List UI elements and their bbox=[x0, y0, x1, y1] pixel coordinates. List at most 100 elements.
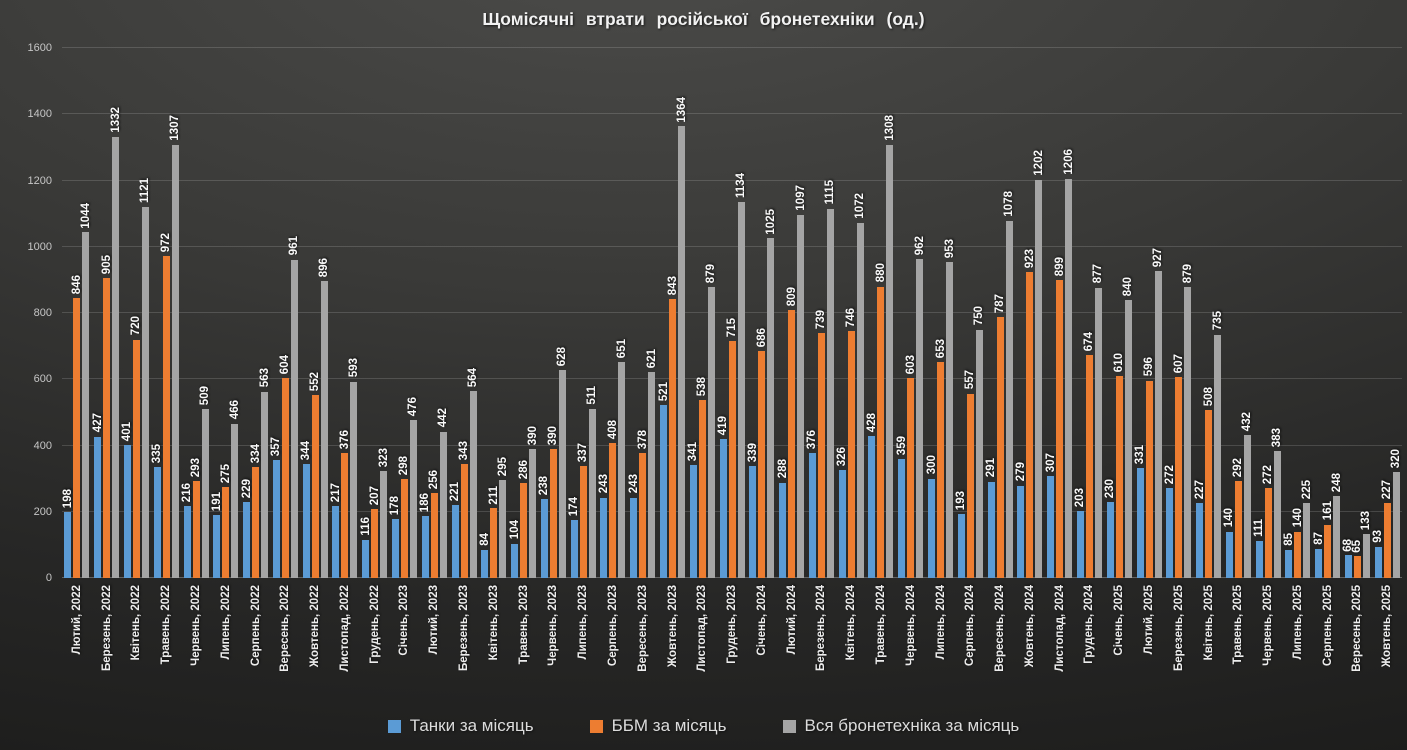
bar: 610 bbox=[1113, 353, 1125, 578]
bar: 511 bbox=[586, 386, 598, 578]
bar: 193 bbox=[955, 491, 967, 578]
y-tick-label: 400 bbox=[33, 439, 52, 452]
bar-value-label: 563 bbox=[258, 368, 271, 388]
bar: 116 bbox=[360, 517, 372, 578]
bar: 466 bbox=[229, 400, 241, 578]
bar: 248 bbox=[1331, 473, 1343, 578]
bar-value-label: 593 bbox=[347, 358, 360, 378]
x-axis-label: Травень, 2022 bbox=[160, 585, 173, 665]
bar: 1308 bbox=[884, 115, 896, 578]
bar: 288 bbox=[777, 459, 789, 578]
bar-group: 116 207 323 Грудень, 2022 bbox=[360, 48, 390, 664]
bar-group: 427 905 1332 Березень, 2022 bbox=[92, 48, 122, 671]
bar: 538 bbox=[696, 377, 708, 578]
bar: 442 bbox=[437, 408, 449, 578]
bar: 140 bbox=[1292, 508, 1304, 578]
bar: 787 bbox=[994, 294, 1006, 578]
bar-value-label: 1308 bbox=[883, 115, 896, 141]
x-axis-label: Жовтень, 2022 bbox=[309, 585, 322, 668]
bar: 376 bbox=[339, 430, 351, 578]
bar-value-label: 564 bbox=[467, 368, 480, 388]
bar-group: 87 161 248 Серпень, 2025 bbox=[1313, 48, 1343, 666]
plot-area: 0 200 400 600 800 1000 1200 1400 1600 198 846 1044… bbox=[28, 42, 1403, 672]
bar-group: 357 604 961 Вересень, 2022 bbox=[270, 48, 300, 671]
x-axis-label: Липень, 2022 bbox=[219, 585, 232, 660]
legend-item: ББМ за місяць bbox=[589, 716, 727, 736]
bar: 68 bbox=[1342, 539, 1354, 578]
bar: 227 bbox=[1381, 480, 1393, 578]
bar: 596 bbox=[1143, 357, 1155, 578]
bar-value-label: 961 bbox=[288, 236, 301, 256]
bar-group: 238 390 628 Червень, 2023 bbox=[538, 48, 568, 666]
bar-group: 331 596 927 Лютий, 2025 bbox=[1134, 48, 1164, 655]
x-axis-label: Жовтень, 2025 bbox=[1381, 585, 1394, 668]
bar: 191 bbox=[211, 492, 223, 578]
bar-value-label: 1121 bbox=[139, 177, 152, 203]
x-axis-label: Травень, 2023 bbox=[517, 585, 530, 665]
bar: 508 bbox=[1203, 387, 1215, 578]
bar: 298 bbox=[398, 456, 410, 578]
bar: 961 bbox=[288, 236, 300, 578]
bar: 207 bbox=[369, 486, 381, 578]
bar-group: 300 653 953 Липень, 2024 bbox=[926, 48, 956, 659]
bar: 428 bbox=[866, 413, 878, 578]
bar: 221 bbox=[449, 482, 461, 578]
x-axis-label: Січень, 2024 bbox=[755, 585, 768, 656]
bar: 331 bbox=[1134, 445, 1146, 578]
bar-group: 217 376 593 Листопад, 2022 bbox=[330, 48, 360, 671]
bar-group: 359 603 962 Червень, 2024 bbox=[896, 48, 926, 666]
x-axis-label: Лютий, 2025 bbox=[1143, 585, 1156, 655]
bar-value-label: 509 bbox=[199, 386, 212, 406]
bar-value-label: 320 bbox=[1390, 448, 1403, 468]
bar: 272 bbox=[1164, 465, 1176, 578]
bar-group: 344 552 896 Жовтень, 2022 bbox=[300, 48, 330, 667]
x-axis-label: Квітень, 2023 bbox=[487, 585, 500, 661]
x-axis-label: Грудень, 2024 bbox=[1083, 585, 1096, 664]
x-axis-label: Лютий, 2022 bbox=[70, 585, 83, 655]
bar: 291 bbox=[985, 458, 997, 578]
bars-container: 198 846 1044 Лютий, 2022 427 905 1332 Березень,… bbox=[62, 48, 1403, 672]
gridline-1000 bbox=[62, 245, 1402, 247]
legend-item: Танки за місяць bbox=[387, 716, 534, 736]
bar: 337 bbox=[577, 443, 589, 578]
bar-value-label: 879 bbox=[1181, 263, 1194, 283]
legend-swatch-icon bbox=[387, 719, 401, 733]
bar-value-label: 1025 bbox=[764, 208, 777, 235]
bar: 292 bbox=[1232, 458, 1244, 578]
bar: 653 bbox=[935, 339, 947, 578]
bar: 846 bbox=[71, 275, 83, 578]
legend-label: Вся бронетехніка за місяць bbox=[804, 716, 1020, 735]
bar: 383 bbox=[1271, 428, 1283, 578]
x-axis-label: Серпень, 2025 bbox=[1321, 585, 1334, 667]
bar: 509 bbox=[199, 386, 211, 578]
x-axis-label: Грудень, 2022 bbox=[368, 585, 381, 664]
bar-group: 203 674 877 Грудень, 2024 bbox=[1074, 48, 1104, 663]
bar: 607 bbox=[1173, 354, 1185, 578]
bar-group: 68 65 133 Вересень, 2025 bbox=[1342, 48, 1372, 672]
bar: 211 bbox=[488, 486, 500, 578]
bar-group: 419 715 1134 Грудень, 2023 bbox=[717, 48, 747, 663]
x-axis-label: Квітень, 2024 bbox=[845, 585, 858, 661]
bar-value-label: 476 bbox=[407, 397, 420, 417]
bar: 905 bbox=[101, 255, 113, 578]
bar: 335 bbox=[151, 444, 163, 578]
x-axis-label: Липень, 2025 bbox=[1291, 585, 1304, 660]
legend-label: Танки за місяць bbox=[409, 716, 534, 735]
bar: 198 bbox=[62, 489, 74, 578]
x-axis-label: Липень, 2023 bbox=[577, 585, 590, 660]
bar-value-label: 840 bbox=[1122, 276, 1135, 296]
bar: 295 bbox=[497, 457, 509, 578]
x-axis-label: Лютий, 2023 bbox=[428, 585, 441, 655]
bar: 401 bbox=[121, 422, 133, 578]
x-axis-label: Вересень, 2022 bbox=[279, 585, 292, 672]
gridline-1600 bbox=[62, 47, 1402, 48]
bar: 93 bbox=[1372, 530, 1384, 578]
bar: 140 bbox=[1223, 508, 1235, 578]
bar-value-label: 1307 bbox=[169, 115, 182, 142]
bar-group: 376 739 1115 Березень, 2024 bbox=[806, 48, 836, 671]
bar: 750 bbox=[973, 306, 985, 578]
bar: 1202 bbox=[1033, 150, 1045, 578]
bar: 408 bbox=[607, 420, 619, 578]
bar: 111 bbox=[1253, 519, 1265, 578]
bar: 1072 bbox=[854, 193, 866, 578]
